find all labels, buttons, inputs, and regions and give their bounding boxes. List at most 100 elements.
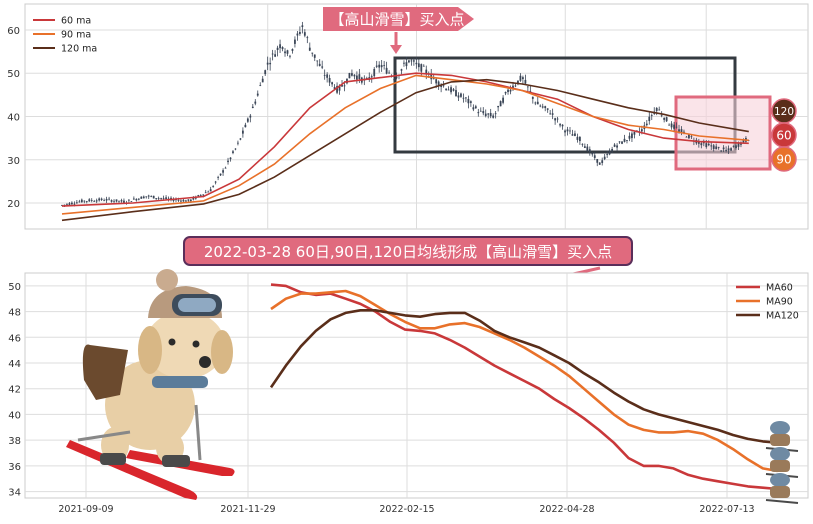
dog-ear-left	[138, 326, 162, 374]
ski-left	[66, 440, 198, 500]
candle-body	[626, 140, 628, 141]
top-legend: 60 ma 90 ma 120 ma	[33, 16, 97, 55]
candle-body	[326, 74, 329, 78]
candle-body	[254, 101, 257, 104]
candle-body	[650, 115, 653, 117]
badge-120: 120	[771, 98, 797, 124]
candle-body	[559, 124, 561, 126]
candle-body	[655, 107, 658, 111]
candle-body	[549, 113, 552, 115]
candle-body	[269, 62, 272, 65]
candle-body	[274, 54, 277, 57]
top-y-tick-label: 20	[7, 199, 20, 210]
top-legend-label: 60 ma	[61, 16, 91, 27]
candle-body	[593, 155, 596, 158]
candle-body	[633, 131, 636, 135]
buy-zone-box	[674, 95, 772, 171]
candle-body	[519, 75, 522, 81]
candle-body	[286, 50, 289, 54]
dog-eye-right-icon	[192, 340, 200, 348]
candle-body	[78, 201, 81, 203]
candle-body	[336, 85, 338, 93]
bottom-x-tick-label: 2022-02-15	[379, 504, 434, 515]
candle-body	[180, 200, 182, 202]
top-y-tick-label: 30	[7, 156, 20, 167]
top-y-tick-label: 50	[7, 69, 20, 80]
candle-body	[576, 136, 579, 140]
candle-body	[742, 139, 745, 143]
candle-body	[110, 200, 113, 202]
candle-body	[132, 198, 135, 200]
candle-body	[289, 55, 291, 57]
candle-body	[705, 143, 708, 148]
candle-body	[531, 96, 534, 99]
candle-body	[83, 200, 86, 202]
candle-body	[383, 65, 386, 67]
candle-body	[296, 33, 299, 36]
candle-body	[517, 80, 519, 85]
candle-body	[737, 142, 740, 147]
candle-body	[150, 196, 153, 197]
candle-body	[261, 78, 264, 83]
candle-body	[408, 60, 410, 63]
candle-body	[730, 148, 732, 151]
candle-body	[219, 173, 222, 176]
candle-body	[353, 74, 356, 77]
candle-body	[189, 199, 192, 202]
candle-body	[467, 98, 470, 104]
candle-body	[581, 143, 584, 145]
candle-body	[103, 200, 106, 202]
badge-60-label: 60	[776, 129, 791, 143]
candle-body	[640, 129, 643, 132]
candle-body	[536, 101, 539, 105]
candle-body	[249, 115, 252, 118]
candle-body	[452, 89, 455, 91]
candle-body	[598, 162, 601, 165]
candle-body	[541, 106, 544, 108]
candle-body	[415, 62, 418, 65]
candle-body	[152, 195, 155, 199]
candle-body	[420, 64, 423, 72]
candle-body	[410, 60, 413, 62]
candle-body	[403, 62, 405, 64]
candle-body	[522, 77, 524, 80]
candle-body	[678, 129, 680, 132]
candle-body	[351, 73, 353, 76]
candle-body	[100, 198, 103, 200]
candle-body	[266, 62, 269, 65]
candle-body	[710, 145, 713, 147]
candle-body	[393, 79, 395, 81]
bottom-y-tick-label: 40	[8, 410, 21, 421]
candle-body	[157, 197, 160, 199]
candle-body	[618, 141, 621, 143]
candle-body	[606, 153, 609, 155]
candle-body	[631, 133, 633, 139]
candle-body	[534, 102, 537, 104]
candle-body	[583, 146, 586, 148]
candle-body	[707, 143, 710, 146]
candle-body	[469, 101, 472, 103]
candle-body	[400, 69, 403, 71]
candle-body	[628, 135, 631, 139]
candle-body	[539, 105, 542, 107]
candle-body	[675, 126, 678, 128]
candle-body	[298, 32, 301, 34]
top-legend-label: 90 ma	[61, 30, 91, 41]
middle-banner: 2022-03-28 60日,90日,120日均线形成【高山滑雪】买入点	[183, 236, 633, 286]
candle-body	[343, 85, 346, 87]
candle-body	[98, 198, 101, 201]
candle-body	[660, 115, 663, 117]
candle-body	[405, 62, 408, 67]
dog-backpack	[82, 344, 128, 400]
candle-body	[209, 189, 212, 192]
candle-body	[450, 87, 452, 93]
candle-body	[685, 136, 688, 138]
candle-body	[373, 68, 376, 77]
candle-body	[63, 204, 66, 206]
candle-body	[276, 47, 279, 50]
candle-body	[93, 201, 96, 202]
candle-body	[256, 93, 259, 96]
dog-goggles-lens	[178, 298, 216, 312]
candle-body	[665, 117, 668, 122]
